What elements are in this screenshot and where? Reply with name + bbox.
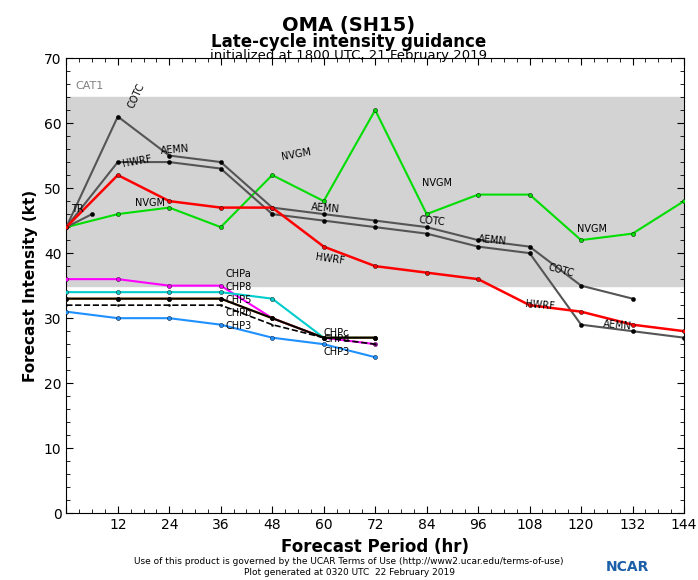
Text: NVGM: NVGM	[281, 147, 312, 162]
Text: COTC: COTC	[547, 263, 575, 279]
Text: CHPb: CHPb	[225, 308, 251, 318]
Text: CHP3: CHP3	[324, 347, 350, 357]
Text: CHPd: CHPd	[324, 334, 350, 344]
Text: TR: TR	[70, 204, 83, 214]
Text: initialized at 1800 UTC, 21 February 2019: initialized at 1800 UTC, 21 February 201…	[211, 49, 487, 61]
Text: CHP5: CHP5	[225, 295, 251, 305]
Bar	[66, 97, 684, 285]
Text: Use of this product is governed by the UCAR Terms of Use (http://www2.ucar.edu/t: Use of this product is governed by the U…	[134, 557, 564, 566]
Text: HWRF: HWRF	[526, 299, 556, 311]
Text: CHPc: CHPc	[324, 328, 349, 338]
Text: NVGM: NVGM	[135, 198, 165, 208]
Text: HWRF: HWRF	[315, 252, 346, 266]
Text: NVGM: NVGM	[577, 224, 607, 234]
Text: CHP3: CHP3	[225, 321, 251, 331]
Text: AEMN: AEMN	[311, 202, 340, 214]
X-axis label: Forecast Period (hr): Forecast Period (hr)	[281, 538, 469, 556]
Text: Plot generated at 0320 UTC  22 February 2019: Plot generated at 0320 UTC 22 February 2…	[244, 568, 454, 578]
Text: CHPa: CHPa	[225, 269, 251, 279]
Text: CHP8: CHP8	[225, 282, 251, 292]
Text: AEMN: AEMN	[478, 234, 507, 246]
Text: AEMN: AEMN	[161, 143, 190, 155]
Text: AEMN: AEMN	[602, 319, 632, 331]
Text: NCAR: NCAR	[606, 560, 649, 574]
Y-axis label: Forecast Intensity (kt): Forecast Intensity (kt)	[23, 190, 38, 382]
Text: OMA (SH15): OMA (SH15)	[283, 16, 415, 35]
Text: COTC: COTC	[418, 215, 445, 227]
Text: COTC: COTC	[126, 82, 147, 110]
Text: HWRF: HWRF	[122, 154, 153, 169]
Text: Late-cycle intensity guidance: Late-cycle intensity guidance	[211, 33, 487, 51]
Text: CAT1: CAT1	[75, 81, 103, 90]
Text: NVGM: NVGM	[422, 178, 452, 188]
